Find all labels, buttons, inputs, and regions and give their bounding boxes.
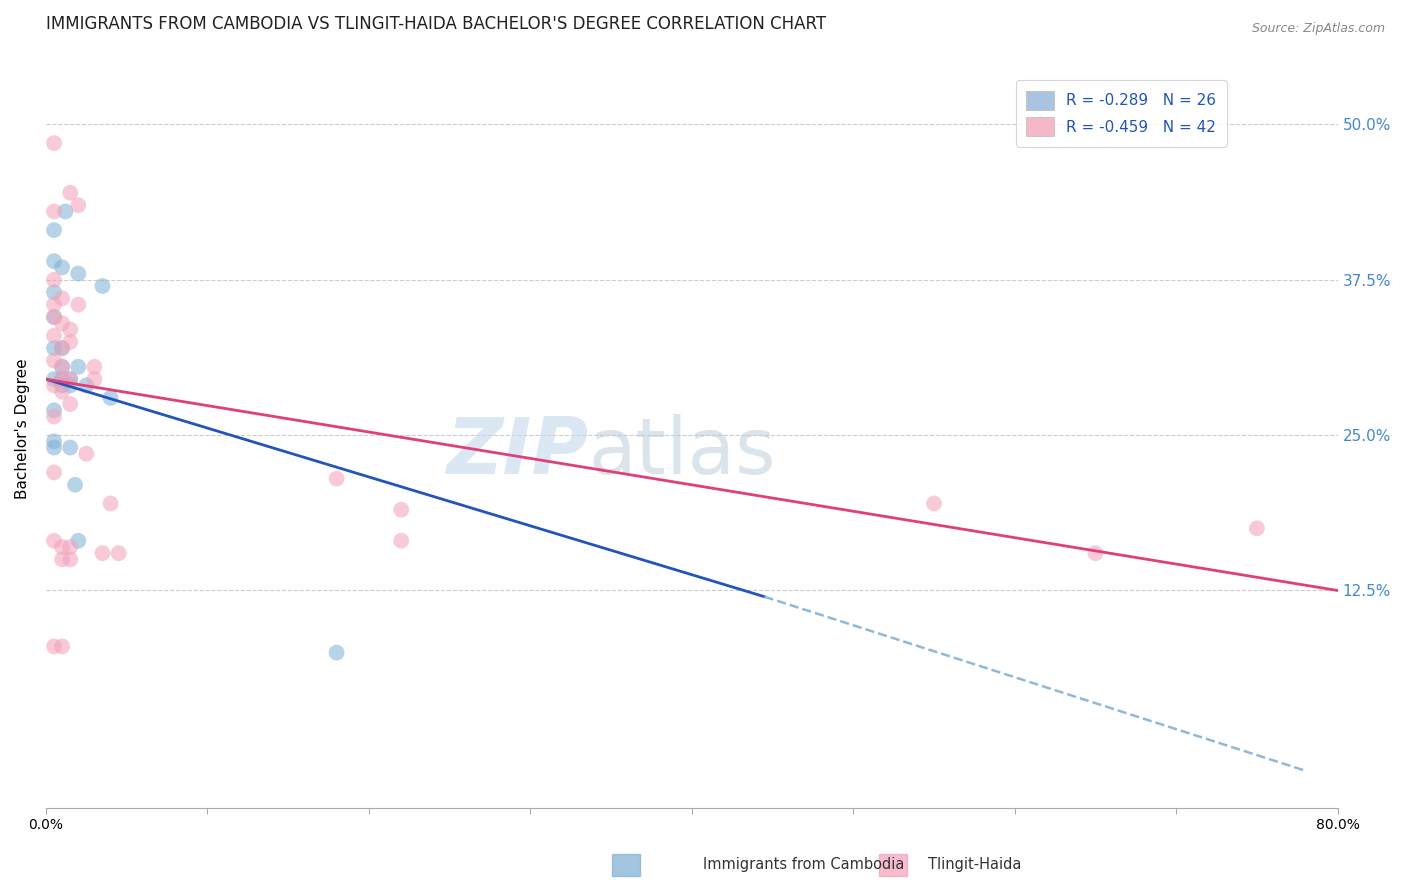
Point bbox=[51, 640, 73, 654]
Point bbox=[42, 285, 65, 300]
Point bbox=[59, 441, 82, 455]
Point bbox=[67, 359, 90, 374]
Point bbox=[51, 341, 73, 355]
Point bbox=[91, 546, 114, 560]
Point bbox=[51, 341, 73, 355]
Point bbox=[325, 646, 347, 660]
Point bbox=[42, 378, 65, 392]
Point bbox=[67, 298, 90, 312]
Point bbox=[75, 447, 97, 461]
Text: Tlingit-Haida: Tlingit-Haida bbox=[928, 857, 1021, 872]
Text: Source: ZipAtlas.com: Source: ZipAtlas.com bbox=[1251, 22, 1385, 36]
Point bbox=[51, 372, 73, 386]
Point bbox=[42, 441, 65, 455]
Point bbox=[51, 540, 73, 554]
Point bbox=[53, 204, 76, 219]
Point bbox=[83, 359, 105, 374]
Point bbox=[42, 533, 65, 548]
Point bbox=[51, 316, 73, 330]
Point bbox=[59, 186, 82, 200]
Point bbox=[59, 397, 82, 411]
Point bbox=[59, 378, 82, 392]
Point bbox=[51, 292, 73, 306]
Y-axis label: Bachelor's Degree: Bachelor's Degree bbox=[15, 359, 30, 500]
Point bbox=[51, 260, 73, 275]
Point bbox=[63, 478, 86, 492]
Point bbox=[51, 552, 73, 566]
Point bbox=[42, 372, 65, 386]
Text: Immigrants from Cambodia: Immigrants from Cambodia bbox=[703, 857, 904, 872]
Point bbox=[59, 322, 82, 336]
Point bbox=[59, 552, 82, 566]
Point bbox=[59, 334, 82, 349]
Text: ZIP: ZIP bbox=[446, 414, 589, 490]
Point bbox=[42, 640, 65, 654]
Point bbox=[42, 466, 65, 480]
Point bbox=[42, 353, 65, 368]
Point bbox=[42, 204, 65, 219]
Point bbox=[100, 391, 122, 405]
Point bbox=[51, 378, 73, 392]
Point bbox=[75, 378, 97, 392]
Point bbox=[51, 384, 73, 399]
Point bbox=[42, 273, 65, 287]
Point bbox=[922, 496, 945, 510]
Point bbox=[1084, 546, 1107, 560]
Point bbox=[51, 359, 73, 374]
Point bbox=[42, 310, 65, 324]
Point bbox=[42, 403, 65, 417]
Point bbox=[42, 310, 65, 324]
Text: IMMIGRANTS FROM CAMBODIA VS TLINGIT-HAIDA BACHELOR'S DEGREE CORRELATION CHART: IMMIGRANTS FROM CAMBODIA VS TLINGIT-HAID… bbox=[46, 15, 827, 33]
Point bbox=[42, 254, 65, 268]
Point bbox=[83, 372, 105, 386]
Point bbox=[51, 359, 73, 374]
Point bbox=[67, 267, 90, 281]
Point bbox=[107, 546, 129, 560]
Point bbox=[42, 409, 65, 424]
Point bbox=[389, 533, 412, 548]
Point bbox=[1246, 521, 1268, 535]
Point bbox=[59, 372, 82, 386]
Point bbox=[67, 533, 90, 548]
Point bbox=[325, 472, 347, 486]
Point bbox=[91, 279, 114, 293]
Point bbox=[389, 502, 412, 516]
Point bbox=[42, 341, 65, 355]
Point bbox=[42, 328, 65, 343]
Point bbox=[59, 540, 82, 554]
Point bbox=[51, 372, 73, 386]
Legend: R = -0.289   N = 26, R = -0.459   N = 42: R = -0.289 N = 26, R = -0.459 N = 42 bbox=[1015, 80, 1226, 146]
Point bbox=[59, 372, 82, 386]
Point bbox=[42, 223, 65, 237]
Point bbox=[42, 298, 65, 312]
Point bbox=[42, 136, 65, 150]
Point bbox=[100, 496, 122, 510]
Point bbox=[67, 198, 90, 212]
Point bbox=[42, 434, 65, 449]
Text: atlas: atlas bbox=[589, 414, 776, 490]
